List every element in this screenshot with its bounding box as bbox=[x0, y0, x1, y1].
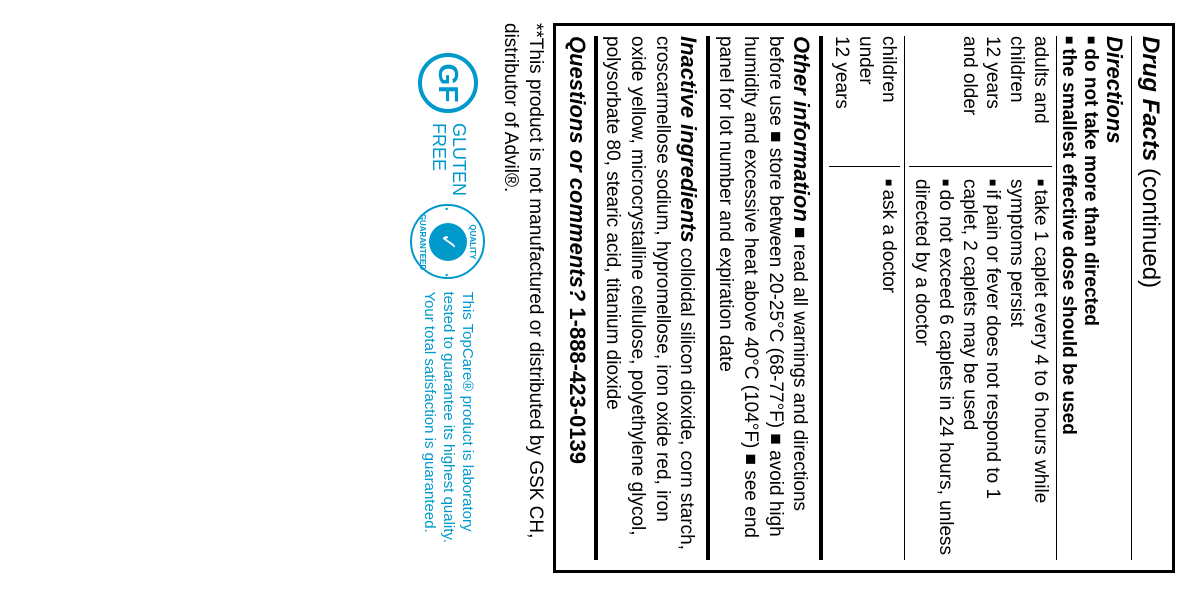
other-heading: Other information bbox=[789, 36, 814, 222]
dosage-table: adults and children 12 years and older t… bbox=[825, 36, 1057, 560]
dosage-instructions-adults: take 1 caplet every 4 to 6 hours while s… bbox=[910, 166, 1053, 560]
inactive-heading: Inactive ingredients bbox=[677, 36, 702, 243]
dosage-who-children: children under 12 years bbox=[829, 36, 900, 166]
drug-facts-label: Drug Facts (continued) Directions do not… bbox=[25, 23, 1175, 573]
divider-thick bbox=[707, 36, 711, 560]
text: children bbox=[879, 36, 900, 103]
gf-circle-icon: GF bbox=[418, 53, 478, 113]
gf-label: GLUTEN FREE bbox=[428, 123, 468, 196]
text: This TopCare® product is laboratory bbox=[459, 291, 476, 531]
directions-warning-1: do not take more than directed bbox=[1079, 36, 1101, 560]
questions-line: Questions or comments? 1-888-423-0139 bbox=[564, 36, 590, 560]
dosage-item: if pain or fever does not respond to 1 c… bbox=[957, 179, 1005, 560]
questions-label: Questions or comments? bbox=[565, 36, 590, 301]
text: • bbox=[442, 207, 451, 210]
dosage-item: take 1 caplet every 4 to 6 hours while s… bbox=[1005, 179, 1053, 560]
inactive-ingredients: Inactive ingredients colloidal silicon d… bbox=[600, 36, 703, 560]
text: 12 years bbox=[831, 36, 852, 109]
quality-guaranteed-badge: QUALITY • • ✓ GUARANTEED This TopCare® p… bbox=[410, 204, 485, 543]
quality-text: This TopCare® product is laboratory test… bbox=[420, 291, 476, 543]
dosage-instructions-children: ask a doctor bbox=[829, 166, 900, 560]
directions-warning-2: the smallest effective dose should be us… bbox=[1057, 36, 1079, 560]
text: Your total satisfaction is guaranteed. bbox=[422, 291, 439, 532]
badges-row: GF GLUTEN FREE QUALITY • • ✓ GUARANTEED … bbox=[410, 23, 485, 573]
text: QUALITY bbox=[468, 224, 477, 259]
dosage-row-adults: adults and children 12 years and older t… bbox=[906, 36, 1058, 560]
dosage-row-children: children under 12 years ask a doctor bbox=[825, 36, 905, 560]
header-bold: Drug Facts bbox=[1137, 36, 1164, 161]
disclaimer-text: **This product is not manufactured or di… bbox=[497, 23, 546, 573]
dosage-item: ask a doctor bbox=[877, 179, 901, 560]
text: FREE bbox=[429, 123, 449, 171]
text: 12 years bbox=[983, 36, 1004, 109]
text: • bbox=[442, 274, 451, 277]
text: adults and bbox=[1030, 36, 1051, 124]
dosage-who-adults: adults and children 12 years and older bbox=[910, 36, 1053, 166]
header-continued: (continued) bbox=[1137, 161, 1164, 288]
checkmark-icon: ✓ bbox=[429, 223, 467, 261]
text: children bbox=[1006, 36, 1027, 103]
text: tested to guarantee its highest quality. bbox=[440, 291, 457, 543]
directions-heading: Directions bbox=[1101, 36, 1127, 560]
divider-thick bbox=[594, 36, 598, 560]
text: GUARANTEED bbox=[418, 214, 427, 270]
divider-thick bbox=[819, 36, 823, 560]
questions-phone: 1-888-423-0139 bbox=[565, 301, 590, 464]
text: under bbox=[855, 36, 876, 85]
other-information: Other information ■ read all warnings an… bbox=[713, 36, 816, 560]
dosage-item: do not exceed 6 caplets in 24 hours, unl… bbox=[910, 179, 958, 560]
panel-header: Drug Facts (continued) bbox=[1136, 36, 1164, 560]
text: and older bbox=[959, 36, 980, 115]
gluten-free-badge: GF GLUTEN FREE bbox=[418, 53, 478, 196]
quality-seal-icon: QUALITY • • ✓ GUARANTEED bbox=[410, 204, 485, 279]
divider bbox=[1131, 36, 1132, 560]
drug-facts-panel: Drug Facts (continued) Directions do not… bbox=[553, 23, 1175, 573]
text: GLUTEN bbox=[449, 123, 469, 196]
